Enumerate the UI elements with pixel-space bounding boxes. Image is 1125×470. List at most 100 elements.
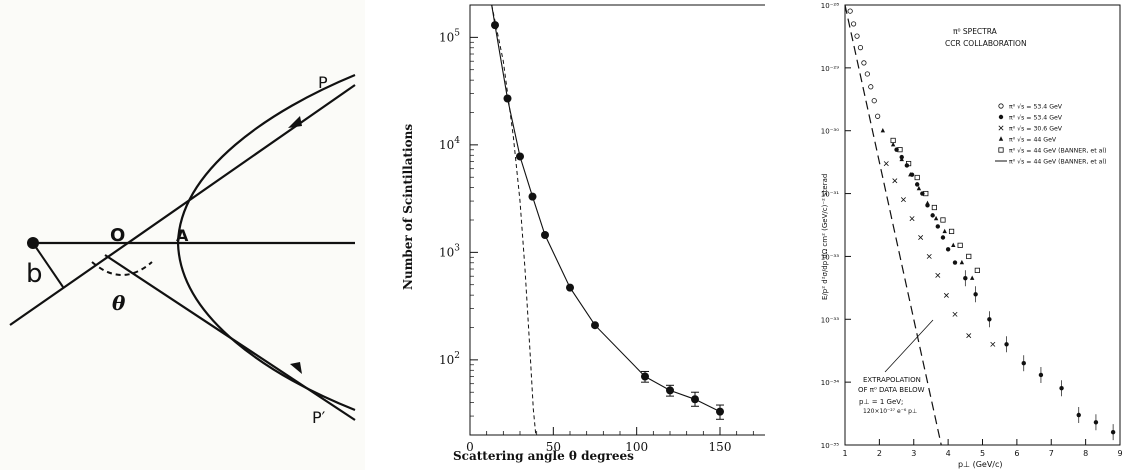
scattering-diagram-svg: P P′ O A b θ (9, 73, 356, 427)
x-tick-label: 3 (911, 449, 916, 458)
data-point (897, 147, 903, 153)
x-axis-label: Scattering angle θ degrees (453, 449, 634, 463)
data-point (909, 216, 915, 222)
data-point (925, 200, 930, 206)
data-point (541, 231, 549, 240)
y-axis-label: E/p² d²σ/dp dΩ cm² (GeV/c)⁻² sterad (821, 174, 829, 300)
data-point (943, 292, 949, 298)
y-tick-label: 10⁻³¹ (821, 191, 839, 199)
data-point (966, 253, 972, 260)
x-tick-label: 0 (466, 440, 474, 454)
x-tick-label: 8 (1083, 449, 1088, 458)
data-point (918, 235, 924, 240)
data-point (566, 283, 574, 292)
x-tick-label: 100 (625, 440, 648, 454)
data-point-group (491, 21, 724, 416)
data-point (916, 185, 922, 191)
y-axis-label: Number of Scintillations (401, 124, 415, 290)
label-P: P (318, 73, 328, 92)
legend-label: π⁰ √s = 44 GeV (BANNER, et al) (1009, 148, 1107, 155)
data-point (890, 137, 896, 144)
data-point (966, 333, 972, 339)
x-tick-label: 7 (1049, 449, 1054, 458)
label-O: O (110, 225, 125, 246)
legend-label: π⁰ √s = 44 GeV (1009, 137, 1057, 144)
x-tick-label: 4 (946, 449, 951, 458)
arrow-incoming-icon (288, 116, 302, 128)
data-point (890, 141, 896, 147)
x-axis-label: p⊥ (GeV/c) (958, 460, 1003, 469)
fit-curve (491, 4, 721, 413)
data-point (959, 259, 965, 265)
annotation-line-2: OF π⁰ DATA BELOW (858, 386, 925, 394)
y-tick-group: 102 103 104 105 (439, 28, 478, 417)
legend: π⁰ √s = 53.4 GeV π⁰ √s = 53.4 GeV π⁰ √s = … (995, 103, 1107, 166)
data-point (998, 136, 1004, 141)
y-tick-label: 104 (439, 136, 460, 152)
annotation-line-4: 120×10⁻²⁷ e⁻⁶ p⊥ (863, 408, 917, 415)
y-tick-label: 103 (439, 243, 460, 259)
data-point (940, 217, 946, 223)
y-tick-label: 10⁻³⁰ (821, 128, 839, 136)
data-point (871, 98, 877, 104)
y-tick-label: 10⁻²⁹ (821, 65, 839, 73)
data-point (998, 114, 1004, 120)
data-point (945, 247, 951, 252)
x-tick-label: 1 (842, 449, 847, 458)
annotation-line-1: EXTRAPOLATION (863, 376, 921, 384)
data-point (940, 235, 946, 240)
data-point (875, 113, 881, 119)
x-tick-label: 5 (980, 449, 985, 458)
y-tick-label: 10⁻³³ (821, 316, 839, 324)
data-point (880, 128, 886, 133)
data-point (528, 192, 537, 201)
legend-label: π⁰ √s = 53.4 GeV (1009, 115, 1063, 122)
data-point (847, 8, 853, 14)
impact-parameter-line (32, 242, 64, 288)
data-point (861, 60, 867, 66)
chart-title: π⁰ SPECTRA (953, 27, 998, 36)
data-point (914, 182, 920, 187)
x-tick-label: 6 (1014, 449, 1019, 458)
legend-label: π⁰ √s = 53.4 GeV (1009, 104, 1063, 111)
x-tick-label: 9 (1117, 449, 1122, 458)
label-theta: θ (112, 291, 126, 315)
data-point (864, 71, 870, 77)
legend-label: π⁰ √s = 30.6 GeV (1009, 126, 1063, 133)
data-point (691, 395, 699, 404)
data-point (926, 253, 932, 259)
data-point-group (847, 8, 1116, 441)
label-A: A (176, 226, 189, 245)
theta-arc (91, 261, 153, 276)
data-point (933, 215, 939, 221)
annotation-line-3: p⊥ = 1 GeV; (859, 398, 903, 406)
data-point (935, 224, 941, 229)
data-point (716, 407, 724, 416)
data-point (952, 311, 958, 317)
data-point (900, 197, 906, 203)
data-point (491, 21, 499, 30)
data-point (969, 275, 975, 280)
data-point (930, 213, 935, 218)
annotation-leader-line (884, 319, 934, 373)
data-point (666, 386, 674, 395)
data-point (931, 204, 937, 211)
label-P-prime: P′ (312, 408, 326, 427)
data-point (905, 160, 912, 167)
extrapolation-line (844, 4, 942, 446)
data-point (899, 156, 904, 162)
data-point (641, 372, 649, 381)
data-point (857, 45, 864, 51)
label-b: b (26, 259, 43, 289)
scattering-diagram: P P′ O A b θ (0, 0, 365, 470)
y-tick-label: 10⁻³⁴ (821, 379, 839, 387)
asymptote-incoming-line (9, 84, 356, 326)
data-point (503, 94, 512, 103)
dashed-curve (491, 4, 537, 436)
data-point (942, 228, 947, 234)
data-point (998, 125, 1004, 131)
pi0-spectra-chart: 1 2 3 4 5 6 7 8 9 10⁻²⁸ 10⁻²⁹ 10⁻³⁰ 10⁻³¹ 10⁻³³ 10⁻³³… (765, 0, 1125, 470)
y-tick-label: 10⁻³⁵ (821, 442, 839, 450)
data-point (892, 178, 898, 184)
data-point (908, 171, 913, 177)
